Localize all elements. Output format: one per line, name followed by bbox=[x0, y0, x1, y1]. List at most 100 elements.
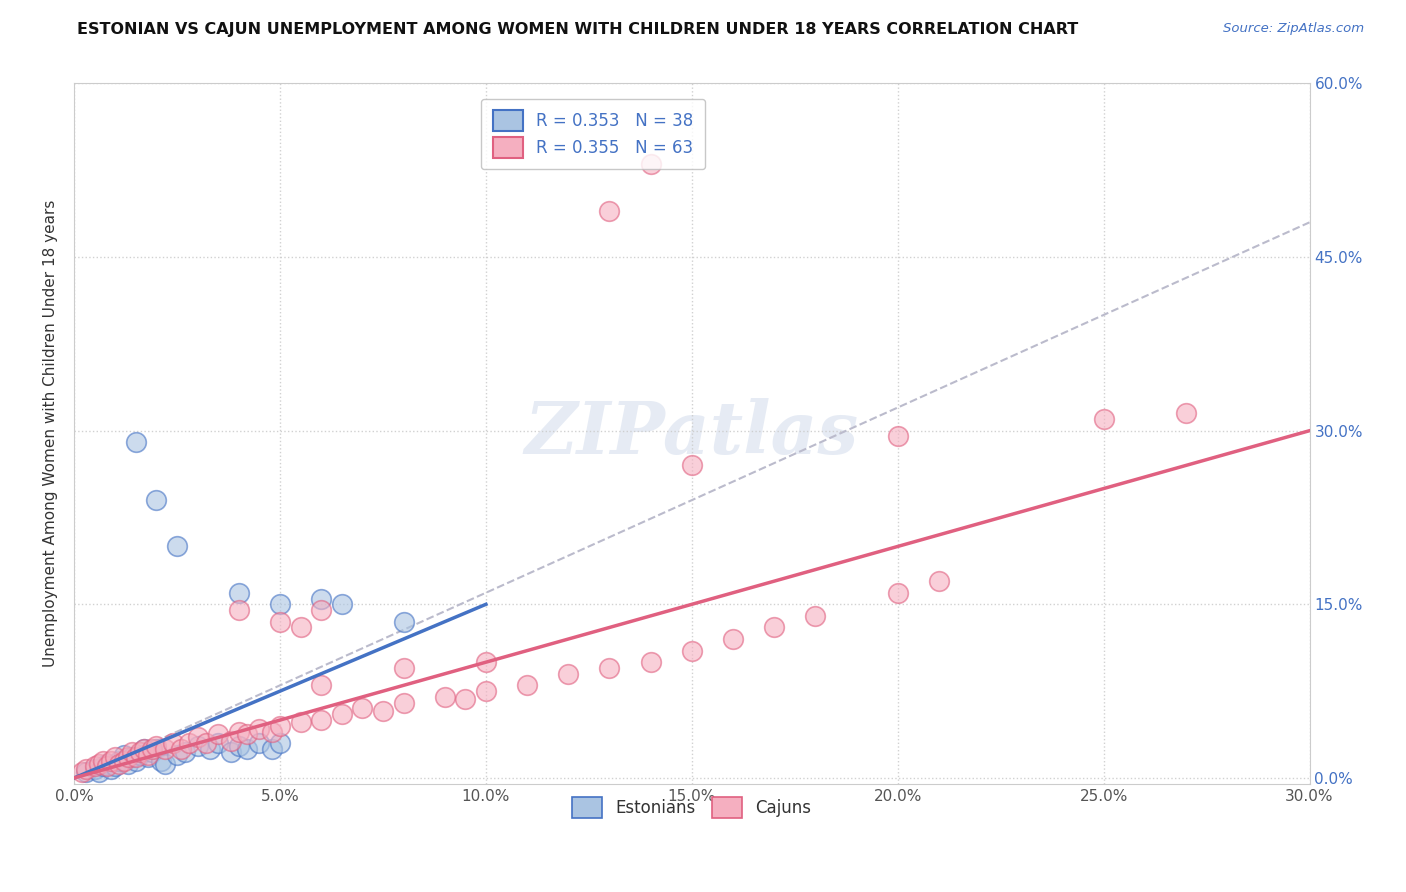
Point bbox=[187, 731, 209, 745]
Point bbox=[309, 678, 332, 692]
Point bbox=[87, 765, 110, 780]
Point bbox=[125, 435, 148, 450]
Point bbox=[598, 661, 620, 675]
Point bbox=[392, 661, 415, 675]
Point bbox=[228, 724, 250, 739]
Point bbox=[1175, 406, 1198, 420]
Point bbox=[454, 692, 477, 706]
Point bbox=[141, 742, 163, 756]
Point bbox=[108, 754, 131, 768]
Text: Source: ZipAtlas.com: Source: ZipAtlas.com bbox=[1223, 22, 1364, 36]
Text: ESTONIAN VS CAJUN UNEMPLOYMENT AMONG WOMEN WITH CHILDREN UNDER 18 YEARS CORRELAT: ESTONIAN VS CAJUN UNEMPLOYMENT AMONG WOM… bbox=[77, 22, 1078, 37]
Point bbox=[392, 696, 415, 710]
Point bbox=[125, 754, 148, 768]
Point bbox=[228, 739, 250, 753]
Point bbox=[153, 742, 176, 756]
Point bbox=[174, 746, 197, 760]
Point bbox=[129, 746, 152, 760]
Point bbox=[330, 597, 353, 611]
Point bbox=[83, 759, 105, 773]
Point bbox=[886, 429, 908, 443]
Point bbox=[260, 724, 283, 739]
Point bbox=[681, 643, 703, 657]
Point bbox=[145, 493, 167, 508]
Point bbox=[91, 754, 114, 768]
Point bbox=[557, 666, 579, 681]
Point bbox=[91, 759, 114, 773]
Point bbox=[83, 762, 105, 776]
Point bbox=[269, 597, 291, 611]
Point bbox=[87, 757, 110, 772]
Point bbox=[219, 746, 242, 760]
Point bbox=[309, 591, 332, 606]
Point bbox=[433, 690, 456, 704]
Point bbox=[475, 684, 498, 698]
Point bbox=[132, 742, 155, 756]
Point bbox=[100, 762, 122, 776]
Point bbox=[236, 742, 259, 756]
Point bbox=[640, 157, 662, 171]
Point bbox=[290, 715, 312, 730]
Point bbox=[309, 713, 332, 727]
Point bbox=[207, 727, 229, 741]
Point bbox=[352, 701, 374, 715]
Point bbox=[228, 586, 250, 600]
Point bbox=[72, 765, 94, 780]
Point bbox=[121, 750, 143, 764]
Point bbox=[100, 754, 122, 768]
Point bbox=[640, 655, 662, 669]
Point bbox=[228, 603, 250, 617]
Point bbox=[104, 750, 127, 764]
Point bbox=[198, 742, 221, 756]
Point bbox=[136, 747, 159, 762]
Point bbox=[721, 632, 744, 646]
Y-axis label: Unemployment Among Women with Children Under 18 years: Unemployment Among Women with Children U… bbox=[44, 200, 58, 667]
Point bbox=[108, 757, 131, 772]
Point bbox=[207, 736, 229, 750]
Legend: Estonians, Cajuns: Estonians, Cajuns bbox=[565, 790, 818, 824]
Text: ZIPatlas: ZIPatlas bbox=[524, 398, 859, 469]
Point bbox=[681, 458, 703, 473]
Point bbox=[112, 754, 135, 768]
Point bbox=[247, 723, 270, 737]
Point bbox=[804, 608, 827, 623]
Point bbox=[112, 747, 135, 762]
Point bbox=[219, 734, 242, 748]
Point bbox=[247, 736, 270, 750]
Point bbox=[392, 615, 415, 629]
Point bbox=[153, 757, 176, 772]
Point bbox=[117, 750, 139, 764]
Point bbox=[117, 757, 139, 772]
Point bbox=[269, 719, 291, 733]
Point bbox=[141, 746, 163, 760]
Point bbox=[290, 620, 312, 634]
Point bbox=[309, 603, 332, 617]
Point bbox=[371, 704, 394, 718]
Point bbox=[145, 739, 167, 753]
Point bbox=[763, 620, 786, 634]
Point bbox=[166, 747, 188, 762]
Point bbox=[125, 750, 148, 764]
Point bbox=[166, 540, 188, 554]
Point bbox=[162, 736, 184, 750]
Point bbox=[330, 707, 353, 722]
Point bbox=[145, 742, 167, 756]
Point bbox=[96, 759, 118, 773]
Point bbox=[75, 762, 97, 776]
Point bbox=[187, 739, 209, 753]
Point bbox=[149, 754, 172, 768]
Point bbox=[598, 203, 620, 218]
Point bbox=[928, 574, 950, 589]
Point bbox=[121, 746, 143, 760]
Point bbox=[516, 678, 538, 692]
Point bbox=[475, 655, 498, 669]
Point bbox=[96, 757, 118, 772]
Point bbox=[269, 736, 291, 750]
Point bbox=[236, 727, 259, 741]
Point bbox=[136, 750, 159, 764]
Point bbox=[132, 742, 155, 756]
Point bbox=[269, 615, 291, 629]
Point bbox=[886, 586, 908, 600]
Point bbox=[75, 765, 97, 780]
Point bbox=[260, 742, 283, 756]
